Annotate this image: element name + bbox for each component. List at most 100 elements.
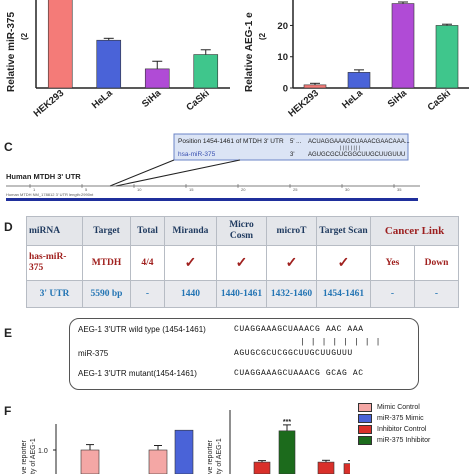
- bar: [391, 3, 415, 89]
- mir375-sequence: AGUGCGCUCGGCUUGCUUGUUU: [234, 349, 353, 358]
- check-icon: ✓: [216, 245, 267, 281]
- y-axis-title-line2: ty of AEG-1: [30, 438, 37, 474]
- ruler-tick-label: 5: [85, 187, 88, 192]
- legend-swatch: [358, 414, 372, 423]
- mir375-label: miR-375: [78, 349, 109, 358]
- header-target: Target: [82, 216, 131, 246]
- y-tick-label: 10: [277, 52, 288, 63]
- cell-miranda: 1440: [164, 280, 217, 308]
- header-cancer-link: Cancer Link: [369, 216, 460, 246]
- mtdh-utr-diagram: Position 1454-1461 of MTDH 3' UTR hsa-mi…: [6, 133, 420, 201]
- cell-targetscan: 1454-1461: [316, 280, 371, 308]
- cell-microcosm: 1440-1461: [216, 280, 267, 308]
- bar: [278, 430, 296, 474]
- check-icon: ✓: [266, 245, 317, 281]
- legend-item: Inhibitor Control: [358, 424, 472, 435]
- y-axis-title: ve reporter: [207, 439, 214, 474]
- y-axis-title: ve reporter: [21, 439, 28, 474]
- binding-site-seq2: AGUGCGCUCGGCUUGCUUGUUU: [308, 152, 405, 158]
- utr-title: Human MTDH 3' UTR: [6, 172, 81, 181]
- binding-site-pairs: | | | | | | | |: [340, 146, 360, 152]
- callout-line-left: [109, 159, 175, 187]
- panel-label-e: E: [4, 326, 13, 340]
- table-row: has-miR-375 MTDH 4/4 ✓ ✓ ✓ ✓ Yes Down: [26, 245, 460, 281]
- ruler-tick-label: 20: [241, 187, 246, 192]
- cell-total: -: [130, 280, 165, 308]
- ruler-tick-label: 1: [33, 187, 36, 192]
- x-tick-label: CaSki: [426, 88, 453, 113]
- ruler-tick-label: 15: [189, 187, 194, 192]
- header-microcosm: Micro Cosm: [216, 216, 267, 246]
- bar: [347, 72, 371, 89]
- ruler-tick-label: 25: [293, 187, 298, 192]
- base-pair-lines: | | | | | | | |: [300, 338, 382, 347]
- header-mirna: miRNA: [26, 216, 83, 246]
- bar: [303, 84, 327, 89]
- y-axis-title: Relative AEG-1 e: [244, 12, 255, 92]
- mutant-label: AEG-1 3'UTR mutant(1454-1461): [78, 369, 197, 378]
- cell-cancer-1: -: [370, 280, 415, 308]
- legend-label: Mimic Control: [377, 404, 420, 411]
- x-tick-label: HEK293: [32, 88, 67, 120]
- bar: [253, 461, 271, 474]
- bar: [148, 449, 168, 474]
- legend-label: miR-375 Mimic: [377, 415, 424, 422]
- panel-label-c: C: [4, 140, 13, 154]
- cell-length: 5590 bp: [82, 280, 131, 308]
- panel-label-f: F: [4, 404, 12, 418]
- ruler-tick-label: 35: [397, 187, 402, 192]
- cell-mirna: has-miR-375: [26, 245, 83, 281]
- mutant-sequence: CUAGGAAAGCUAAACG GCAG AC: [234, 369, 364, 378]
- y-axis-subtitle: (2: [258, 32, 267, 40]
- header-total: Total: [130, 216, 165, 246]
- binding-site-box: [173, 133, 409, 161]
- binding-site-seq1: ACUAGGAAAGCUAAACGAACAAA...: [308, 139, 410, 145]
- bar: [80, 449, 100, 474]
- chart-inhibitor-reporter: ve reporter ty of AEG-1 ***: [207, 410, 350, 474]
- legend-item: miR-375 Inhibitor: [358, 435, 472, 446]
- bar: [317, 461, 335, 474]
- cell-cancer-yes: Yes: [370, 245, 415, 281]
- check-icon: ✓: [316, 245, 371, 281]
- x-tick-label: HeLa: [90, 87, 115, 111]
- x-tick-label: HeLa: [340, 87, 365, 111]
- y-tick-label: 0: [283, 84, 288, 95]
- wildtype-sequence: CUAGGAAAGCUAAACG AAC AAA: [234, 325, 364, 334]
- y-tick-label: 20: [277, 21, 288, 32]
- check-icon: ✓: [164, 245, 217, 281]
- utr-small-label: Human MTDH NM_178812 3' UTR length:2990n…: [6, 192, 94, 197]
- legend-item: Mimic Control: [358, 402, 472, 413]
- header-targetscan: Target Scan: [316, 216, 371, 246]
- cell-cancer-down: Down: [413, 245, 460, 281]
- cell-cancer-2: -: [413, 280, 460, 308]
- ruler-tick-label: 30: [345, 187, 350, 192]
- bar: [47, 0, 73, 89]
- legend-swatch: [358, 425, 372, 434]
- bar: [343, 463, 350, 474]
- bar: [174, 429, 194, 474]
- x-tick-label: SiHa: [386, 87, 410, 109]
- panel-label-d: D: [4, 220, 13, 234]
- cell-target: MTDH: [82, 245, 131, 281]
- binding-site-seq1-prefix: 5' ...: [290, 139, 301, 145]
- y-axis-label: Relative miR-375 (2: [6, 12, 29, 92]
- chart-mir375-expression: Relative miR-375 (2 HEK293 HeLa SiHa CaSki: [6, 0, 230, 120]
- bar: [435, 25, 459, 89]
- x-tick-label: SiHa: [140, 87, 164, 109]
- table-row: 3' UTR 5590 bp - 1440 1440-1461 1432-146…: [26, 280, 460, 308]
- chart-mimic-reporter: ve reporter ty of AEG-1 1.0: [21, 424, 194, 474]
- utr-bar: [6, 198, 418, 201]
- header-microt: microT: [266, 216, 317, 246]
- y-tick-label: 1.0: [38, 448, 48, 455]
- x-tick-label: CaSki: [184, 88, 211, 113]
- chart-aeg1-expression: Relative AEG-1 e (2 0 10 20 HEK293 HeLa SiHa…: [244, 0, 469, 120]
- y-axis-title: Relative miR-375: [6, 12, 17, 92]
- sequence-alignment-box: AEG-1 3'UTR wild type (1454-1461) CUAGGA…: [69, 318, 419, 390]
- cell-total: 4/4: [130, 245, 165, 281]
- x-tick-label: HEK293: [286, 88, 321, 120]
- table-header-row: miRNA Target Total Miranda Micro Cosm mi…: [26, 216, 460, 246]
- mirna-prediction-table: miRNA Target Total Miranda Micro Cosm mi…: [26, 216, 460, 308]
- significance-annotation: ***: [283, 419, 291, 426]
- legend-item: miR-375 Mimic: [358, 413, 472, 424]
- callout-line-right: [115, 159, 241, 187]
